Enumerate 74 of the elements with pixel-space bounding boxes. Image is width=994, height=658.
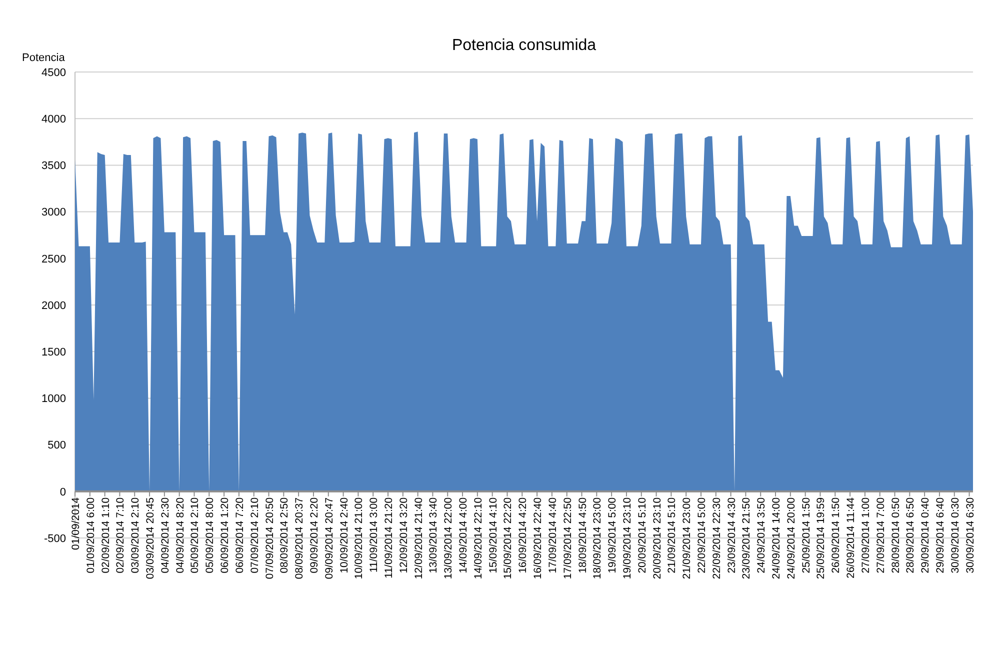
x-tick-label: 05/09/2014 8:00 [204, 497, 216, 574]
chart-title: Potencia consumida [452, 37, 596, 54]
x-tick-label: 13/09/2014 3:40 [428, 497, 440, 574]
x-tick-label: 03/09/2014 20:45 [144, 497, 157, 580]
x-tick-label: 26/09/2014 11:44 [845, 497, 858, 578]
x-tick-label: 11/09/2014 21:20 [382, 497, 395, 578]
x-tick-label: 19/09/2014 5:00 [606, 497, 619, 574]
y-tick-label: 0 [60, 486, 66, 498]
x-tick-label: 25/09/2014 19:59 [815, 497, 828, 580]
x-tick-label: 20/09/2014 23:10 [651, 497, 664, 580]
x-tick-label: 12/09/2014 21:40 [412, 497, 425, 580]
x-tick-label: 28/09/2014 6:50 [904, 497, 917, 574]
x-tick-label: 29/09/2014 0:40 [920, 497, 932, 574]
x-tick-label: 15/09/2014 22:20 [502, 497, 514, 580]
y-tick-label: 3000 [42, 206, 66, 219]
x-tick-label: 03/09/2014 2:10 [130, 497, 142, 574]
x-tick-label: 16/09/2014 22:40 [532, 497, 544, 580]
y-tick-label: -500 [44, 532, 66, 545]
x-tick-label: 11/09/2014 3:00 [368, 497, 380, 573]
x-tick-label: 27/09/2014 1:00 [860, 497, 872, 574]
x-tick-label: 14/09/2014 4:00 [458, 497, 470, 574]
y-tick-label: 1500 [42, 346, 66, 358]
x-tick-label: 28/09/2014 0:50 [890, 497, 902, 574]
x-tick-label: 23/09/2014 21:50 [740, 497, 753, 580]
x-tick-label: 02/09/2014 7:10 [114, 497, 127, 574]
x-tick-label: 20/09/2014 5:10 [636, 497, 648, 574]
y-tick-label: 2500 [42, 253, 66, 266]
x-tick-label: 27/09/2014 7:00 [874, 497, 887, 574]
x-tick-label: 30/09/2014 6:30 [964, 497, 976, 574]
x-tick-label: 01/09/2014 6:00 [84, 497, 97, 574]
y-tick-label: 2000 [42, 300, 66, 312]
x-tick-label: 30/09/2014 0:30 [949, 497, 962, 574]
x-tick-label: 19/09/2014 23:10 [621, 497, 634, 580]
x-tick-label: 25/09/2014 1:50 [800, 497, 812, 574]
x-tick-label: 05/09/2014 2:10 [189, 497, 202, 574]
y-tick-label: 3500 [42, 160, 66, 172]
x-tick-label: 15/09/2014 4:10 [487, 497, 500, 574]
x-tick-label: 13/09/2014 22:00 [442, 497, 455, 580]
x-tick-label: 29/09/2014 6:40 [934, 497, 946, 574]
x-tick-label: 12/09/2014 3:20 [398, 497, 410, 574]
x-tick-label: 07/09/2014 20:50 [264, 497, 276, 580]
x-tick-label: 26/09/2014 1:50 [830, 497, 842, 574]
x-tick-label: 17/09/2014 4:40 [546, 497, 559, 574]
y-tick-label: 4000 [42, 113, 66, 126]
x-tick-label: 17/09/2014 22:50 [562, 497, 574, 580]
x-tick-label: 16/09/2014 4:20 [517, 497, 530, 574]
x-tick-label: 04/09/2014 8:20 [174, 497, 186, 574]
x-tick-label: 24/09/2014 14:00 [770, 497, 783, 580]
x-tick-label: 09/09/2014 2:20 [308, 497, 320, 574]
x-tick-label: 24/09/2014 20:00 [785, 497, 798, 580]
x-tick-label: 08/09/2014 2:50 [278, 497, 291, 574]
y-tick-label: 4500 [42, 66, 66, 79]
y-tick-label: 500 [48, 440, 66, 452]
x-tick-label: 08/09/2014 20:37 [294, 497, 306, 580]
x-tick-label: 24/09/2014 3:50 [756, 497, 768, 574]
x-tick-label: 14/09/2014 22:10 [472, 497, 484, 580]
x-tick-label: 21/09/2014 5:10 [666, 497, 678, 574]
x-tick-label: 10/09/2014 2:40 [338, 497, 350, 574]
x-tick-label: 10/09/2014 21:00 [353, 497, 366, 580]
x-tick-label: 04/09/2014 2:30 [159, 497, 172, 574]
y-tick-label: 1000 [42, 393, 66, 406]
y-axis-title: Potencia [22, 52, 66, 64]
x-tick-label: 06/09/2014 1:20 [219, 497, 232, 574]
x-tick-label: 18/09/2014 23:00 [592, 497, 604, 580]
x-tick-label: 06/09/2014 7:20 [234, 497, 246, 574]
x-tick-label: 18/09/2014 4:50 [576, 497, 589, 574]
x-tick-label: 07/09/2014 2:10 [248, 497, 261, 574]
x-tick-label: 02/09/2014 1:10 [100, 497, 112, 574]
x-tick-label: 22/09/2014 5:00 [696, 497, 708, 574]
x-tick-label: 09/09/2014 20:47 [323, 497, 336, 580]
x-tick-label: 21/09/2014 23:00 [681, 497, 694, 580]
x-tick-label: 22/09/2014 22:30 [710, 497, 723, 580]
x-tick-label: 23/09/2014 4:30 [726, 497, 738, 574]
x-tick-label: 01/09/2014 [70, 497, 82, 550]
